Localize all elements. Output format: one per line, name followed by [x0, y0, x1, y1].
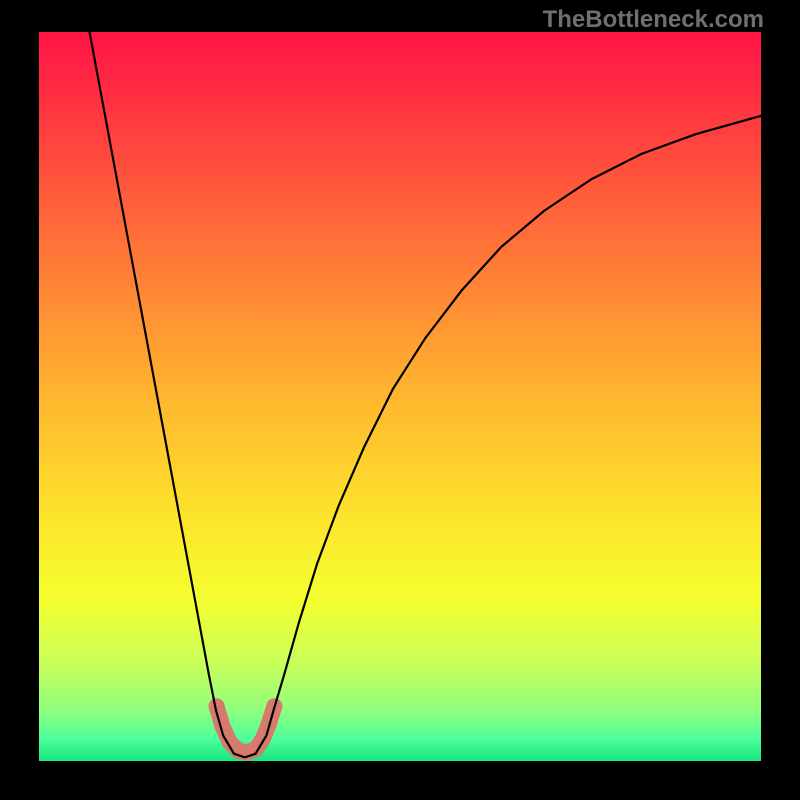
bottleneck-curve-chart	[39, 32, 761, 761]
chart-frame: TheBottleneck.com	[0, 0, 800, 800]
plot-area	[39, 32, 761, 761]
watermark-text: TheBottleneck.com	[543, 6, 764, 34]
